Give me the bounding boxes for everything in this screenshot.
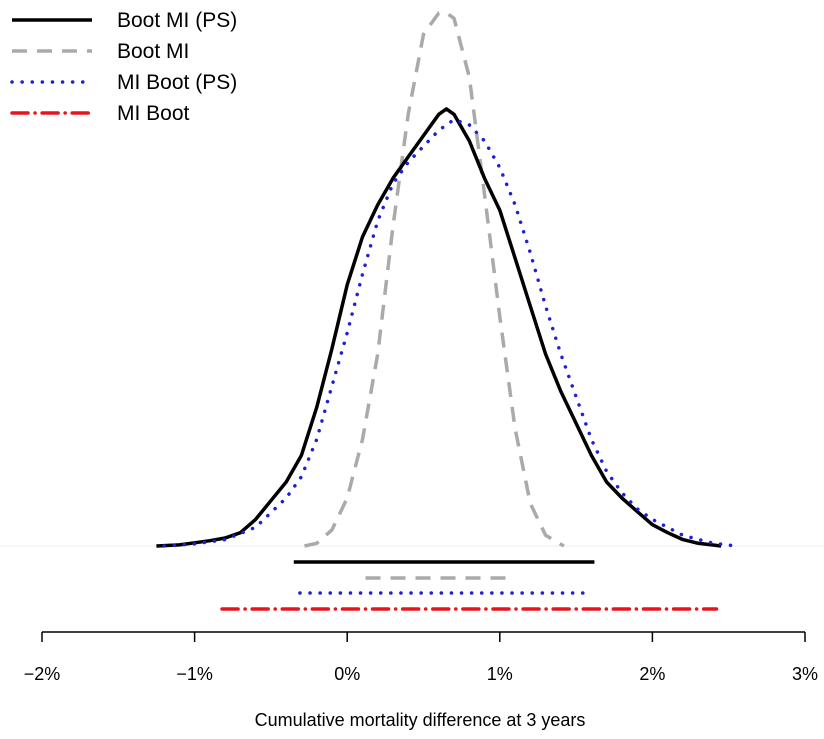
legend-label-boot-mi: Boot MI [117,40,189,63]
legend-label-mi-boot: MI Boot [117,102,190,125]
curve-mi-boot-ps [162,117,739,548]
legend-label-mi-boot-ps: MI Boot (PS) [117,71,237,94]
x-tick-label: 2% [639,664,665,684]
x-tick-label: 1% [487,664,513,684]
x-tick-label: −1% [176,664,213,684]
x-axis-label: Cumulative mortality difference at 3 yea… [255,710,586,730]
legend-label-boot-mi-ps: Boot MI (PS) [117,9,237,32]
legend: Boot MI (PS) Boot MI MI Boot (PS) MI Boot [10,9,237,125]
x-tick-label: −2% [24,664,61,684]
x-tick-label: 0% [334,664,360,684]
curve-boot-mi [304,11,565,548]
curve-boot-mi-ps [156,107,722,548]
x-axis: −2% −1% 0% 1% 2% 3% [24,631,818,684]
x-tick-label: 3% [792,664,818,684]
interval-segments [220,560,719,611]
density-curves [0,11,824,548]
